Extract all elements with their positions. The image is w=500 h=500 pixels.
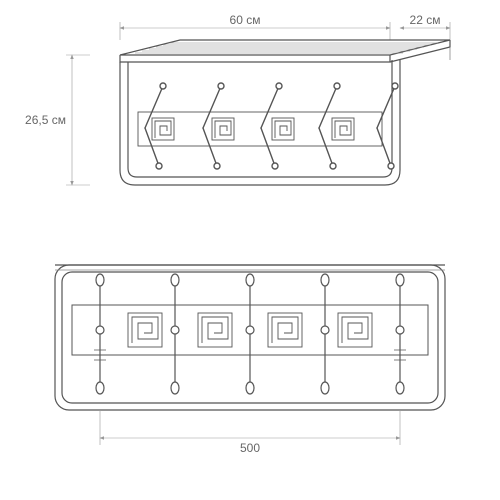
greek-key-2 bbox=[212, 118, 234, 140]
hook-f2 bbox=[171, 274, 179, 394]
hook-3 bbox=[261, 83, 282, 169]
perspective-view: 60 см 22 см 26,5 см bbox=[25, 13, 450, 185]
greek-key-4 bbox=[332, 118, 354, 140]
hooks-front bbox=[94, 274, 406, 394]
front-view: 500 bbox=[55, 265, 445, 455]
frame-tube bbox=[120, 47, 450, 185]
hook-f5 bbox=[394, 274, 406, 394]
dim-width: 60 см bbox=[120, 13, 390, 40]
dim-depth-label: 22 см bbox=[410, 13, 441, 27]
greek-key-1 bbox=[152, 118, 174, 140]
hook-f1 bbox=[94, 274, 106, 394]
ornament-band bbox=[138, 112, 382, 146]
dim-height-label: 26,5 см bbox=[25, 113, 66, 127]
dim-height: 26,5 см bbox=[25, 55, 90, 185]
hook-f4 bbox=[321, 274, 329, 394]
dim-front-width-label: 500 bbox=[240, 441, 260, 455]
dim-front-width: 500 bbox=[100, 410, 400, 455]
shelf-top bbox=[120, 40, 450, 62]
greek-key-3 bbox=[272, 118, 294, 140]
technical-drawing: 60 см 22 см 26,5 см bbox=[0, 0, 500, 500]
hook-5 bbox=[377, 83, 398, 169]
hooks-perspective bbox=[145, 83, 398, 169]
dim-depth: 22 см bbox=[400, 13, 450, 40]
dim-width-label: 60 см bbox=[230, 13, 261, 27]
hook-f3 bbox=[246, 274, 254, 394]
hook-4 bbox=[319, 83, 340, 169]
